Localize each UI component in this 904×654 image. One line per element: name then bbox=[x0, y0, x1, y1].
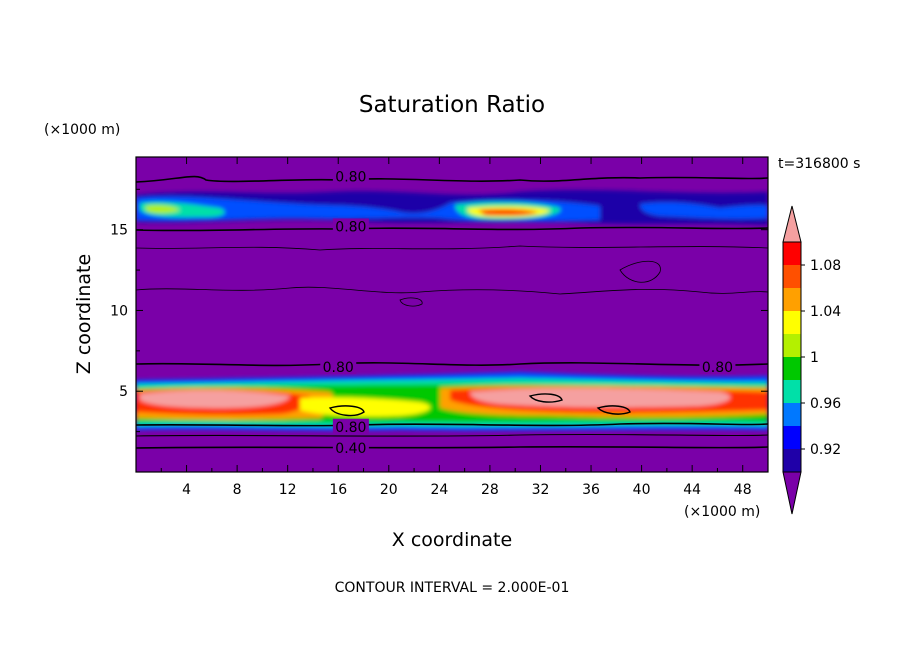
x-tick-label: 32 bbox=[532, 482, 550, 498]
contour-label-bg bbox=[699, 359, 736, 374]
x-tick-label: 48 bbox=[734, 482, 752, 498]
upper-layer-red bbox=[478, 208, 538, 216]
lower-layer-pink bbox=[140, 390, 290, 408]
x-tick-label: 12 bbox=[279, 482, 297, 498]
plot-area: 0.80 0.80 0.80 0.80 0.80 0.40 bbox=[136, 157, 768, 472]
x-ticks: 4 8 12 16 20 24 28 32 36 40 44 48 bbox=[160, 157, 752, 498]
upper-layer-right bbox=[640, 202, 768, 219]
colorbar: 1.08 1.04 1 0.96 0.92 bbox=[782, 205, 841, 515]
contour-label-bg bbox=[332, 439, 369, 455]
colorbar-band bbox=[783, 242, 801, 265]
chart-title: Saturation Ratio bbox=[359, 92, 545, 118]
colorbar-label: 0.92 bbox=[810, 442, 841, 458]
contour-cell-1 bbox=[328, 405, 365, 417]
contour-interval-footer: CONTOUR INTERVAL = 2.000E-01 bbox=[335, 580, 570, 596]
x-tick-label: 28 bbox=[481, 482, 499, 498]
contour-label: 0.80 bbox=[702, 360, 733, 376]
x-unit-label: (×1000 m) bbox=[684, 504, 760, 520]
contour-thin-1 bbox=[136, 245, 768, 251]
contour-label: 0.80 bbox=[335, 420, 366, 436]
colorbar-label: 1 bbox=[810, 350, 819, 366]
colorbar-band bbox=[783, 311, 801, 334]
contour-080-lower bbox=[136, 422, 768, 427]
contour-040 bbox=[136, 445, 768, 449]
colorbar-label: 1.04 bbox=[810, 304, 841, 320]
colorbar-label: 0.96 bbox=[810, 396, 841, 412]
y-tick-label: 5 bbox=[119, 384, 128, 400]
lower-layer-yellow bbox=[300, 397, 431, 417]
y-axis-label: Z coordinate bbox=[73, 254, 95, 374]
lower-layer bbox=[136, 372, 768, 431]
colorbar-band bbox=[783, 380, 801, 403]
x-tick-label: 20 bbox=[380, 482, 398, 498]
contour-label: 0.80 bbox=[335, 169, 366, 185]
colorbar-band bbox=[783, 265, 801, 288]
contour-cell-2 bbox=[596, 405, 631, 415]
y-ticks: 5 10 15 bbox=[110, 188, 768, 433]
contour-thin-2 bbox=[136, 286, 768, 295]
contour-080-mid bbox=[136, 362, 768, 367]
x-tick-label: 36 bbox=[582, 482, 600, 498]
contour-080-top bbox=[136, 175, 768, 183]
y-unit-label: (×1000 m) bbox=[44, 122, 120, 138]
colorbar-band bbox=[783, 403, 801, 426]
contour-label: 0.80 bbox=[335, 219, 366, 235]
colorbar-band bbox=[783, 426, 801, 449]
upper-layer bbox=[136, 190, 768, 225]
contour-label: 0.80 bbox=[323, 360, 354, 376]
colorbar-label: 1.08 bbox=[810, 258, 841, 274]
colorbar-upper-extension bbox=[782, 205, 802, 243]
plot-frame bbox=[135, 156, 769, 473]
y-tick-label: 15 bbox=[110, 223, 128, 239]
contour-label-bg bbox=[332, 218, 369, 234]
y-tick-label: 10 bbox=[110, 303, 128, 319]
contour-thin-4 bbox=[399, 297, 423, 307]
lower-layer-pink-right bbox=[470, 388, 731, 408]
contour-label-bg bbox=[332, 168, 369, 184]
time-label: t=316800 s bbox=[778, 156, 860, 172]
contour-cell-3 bbox=[528, 393, 563, 403]
upper-layer-green bbox=[146, 205, 180, 213]
x-tick-label: 40 bbox=[633, 482, 651, 498]
contour-080-upper bbox=[136, 226, 768, 232]
x-tick-label: 44 bbox=[683, 482, 701, 498]
contour-label-bg bbox=[332, 418, 369, 434]
x-tick-label: 8 bbox=[233, 482, 242, 498]
x-tick-label: 24 bbox=[430, 482, 448, 498]
colorbar-band bbox=[783, 288, 801, 311]
contour-label: 0.40 bbox=[335, 441, 366, 457]
contour-label-bg bbox=[320, 359, 357, 374]
contour-thin-5 bbox=[136, 433, 768, 437]
x-tick-label: 16 bbox=[329, 482, 347, 498]
colorbar-band bbox=[783, 357, 801, 380]
colorbar-band bbox=[783, 334, 801, 357]
x-axis-label: X coordinate bbox=[392, 529, 512, 551]
contour-thin-3 bbox=[619, 260, 661, 283]
colorbar-band bbox=[783, 449, 801, 472]
x-tick-label: 4 bbox=[182, 482, 191, 498]
contour-labels: 0.80 0.80 0.80 0.80 0.80 0.40 bbox=[320, 168, 736, 457]
colorbar-lower-extension bbox=[782, 471, 802, 515]
contour-lines bbox=[136, 175, 768, 449]
